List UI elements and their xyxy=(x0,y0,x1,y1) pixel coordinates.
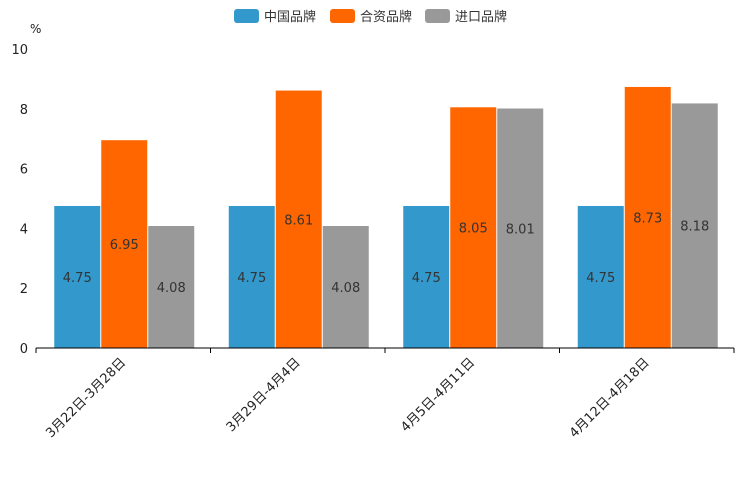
y-tick-label-6: 6 xyxy=(20,163,28,178)
data-label-2-4: 8.73 xyxy=(633,211,662,226)
bar-2-1[interactable] xyxy=(101,140,148,348)
data-label-1-1: 4.75 xyxy=(63,271,92,286)
bar-3-2[interactable] xyxy=(322,226,369,348)
x-axis-labels: 3月22日-3月28日 3月29日-4月4日 4月5日-4月11日 4月12日-4月1… xyxy=(43,355,652,441)
data-label-1-4: 4.75 xyxy=(586,271,615,286)
bar-1-2[interactable] xyxy=(228,205,275,348)
data-label-2-2: 8.61 xyxy=(284,213,313,228)
bars xyxy=(54,86,718,349)
data-label-3-1: 4.08 xyxy=(157,281,186,296)
bar-2-3[interactable] xyxy=(450,107,497,349)
data-label-1-2: 4.75 xyxy=(237,271,266,286)
y-axis-ticks: 0 2 4 6 8 10 xyxy=(11,43,28,357)
y-axis-unit-label: % xyxy=(30,22,41,36)
data-label-2-1: 6.95 xyxy=(110,238,139,253)
data-label-2-3: 8.05 xyxy=(459,222,488,237)
legend-label-3[interactable]: 进口品牌 xyxy=(455,9,507,25)
data-label-1-3: 4.75 xyxy=(412,271,441,286)
x-tick-label-3: 4月5日-4月11日 xyxy=(398,355,478,435)
y-tick-label-10: 10 xyxy=(11,43,28,58)
y-tick-label-0: 0 xyxy=(20,342,28,357)
x-axis-ticks xyxy=(35,348,735,353)
data-label-3-2: 4.08 xyxy=(331,281,360,296)
bar-1-1[interactable] xyxy=(54,205,101,348)
legend-label-1[interactable]: 中国品牌 xyxy=(264,9,316,25)
bar-1-3[interactable] xyxy=(403,205,450,348)
legend-swatch-1[interactable] xyxy=(234,9,259,23)
bar-2-4[interactable] xyxy=(624,86,671,349)
data-label-3-3: 8.01 xyxy=(506,222,535,237)
y-tick-label-2: 2 xyxy=(20,282,28,297)
bar-3-3[interactable] xyxy=(497,108,544,348)
bar-2-2[interactable] xyxy=(275,90,322,348)
legend-label-2[interactable]: 合资品牌 xyxy=(360,9,412,25)
legend-swatch-2[interactable] xyxy=(330,9,355,23)
legend: 中国品牌 合资品牌 进口品牌 xyxy=(234,9,507,25)
y-tick-label-8: 8 xyxy=(20,103,28,118)
data-label-3-4: 8.18 xyxy=(680,220,709,235)
bar-3-4[interactable] xyxy=(671,103,718,348)
bar-1-4[interactable] xyxy=(577,205,624,348)
data-labels: 4.75 6.95 4.08 4.75 8.61 4.08 4.75 8.05 8.01 4.75… xyxy=(63,211,709,296)
x-tick-label-2: 3月29日-4月4日 xyxy=(224,355,304,435)
legend-swatch-3[interactable] xyxy=(425,9,450,23)
x-tick-label-1: 3月22日-3月28日 xyxy=(43,355,129,441)
y-tick-label-4: 4 xyxy=(20,222,28,237)
x-tick-label-4: 4月12日-4月18日 xyxy=(567,355,653,441)
bar-3-1[interactable] xyxy=(148,226,195,348)
